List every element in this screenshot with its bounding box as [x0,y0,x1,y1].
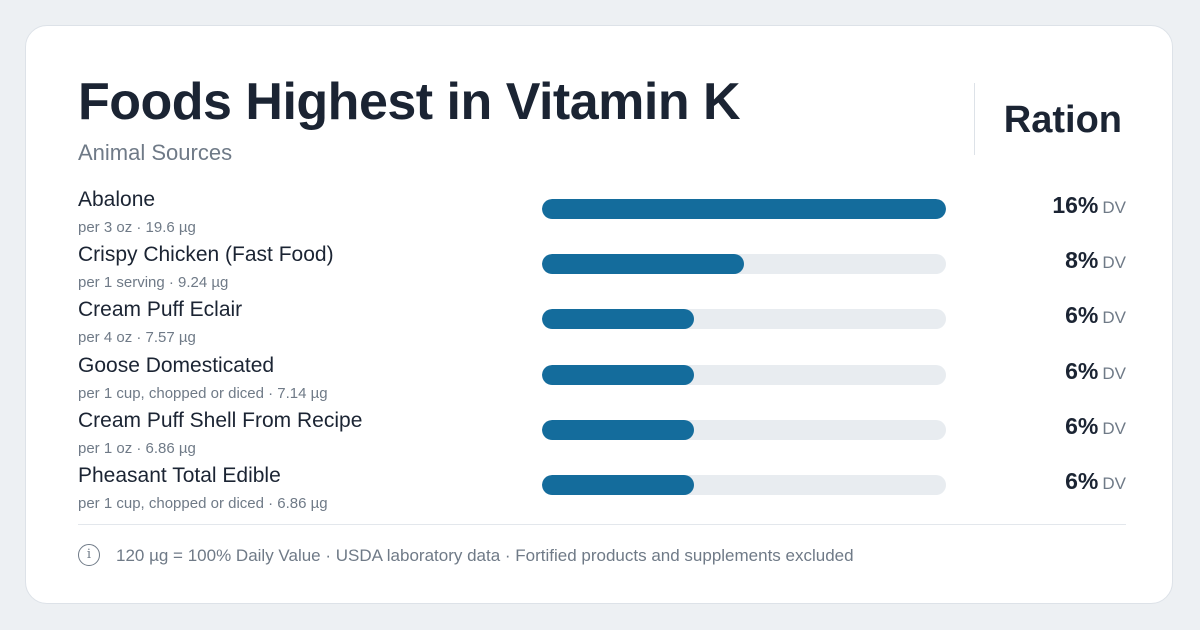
food-name: Abalone [78,188,156,211]
bar-track [542,199,946,219]
chart-subtitle: Animal Sources [78,140,233,165]
chart-title: Foods Highest in Vitamin K [78,73,741,131]
bar [542,475,694,495]
serving-detail: per 1 serving · 9.24 µg [78,274,229,291]
bar [542,365,694,385]
dv-unit: DV [1102,474,1126,493]
bar-track [542,365,946,385]
percent-value: 16% [1052,192,1099,218]
serving-detail: per 4 oz · 7.57 µg [78,329,196,346]
bar-row: Cream Puff Shell From Recipe per 1 oz · 6… [78,409,1126,464]
dv-unit: DV [1102,364,1126,383]
bar-track [542,420,946,440]
bar-row: Pheasant Total Edible per 1 cup, chopped … [78,464,1126,519]
chart-card: Foods Highest in Vitamin K Animal Source… [25,25,1173,604]
info-icon: i [78,544,100,566]
value-label: 6% DV [1065,468,1126,495]
bar-track [542,475,946,495]
food-name: Crispy Chicken (Fast Food) [78,243,334,266]
serving-detail: per 1 oz · 6.86 µg [78,440,196,457]
food-name: Cream Puff Shell From Recipe [78,409,363,432]
footer-divider [78,524,1126,525]
food-name: Goose Domesticated [78,354,275,377]
header-divider [974,83,975,155]
value-label: 6% DV [1065,413,1126,440]
value-label: 6% DV [1065,302,1126,329]
serving-detail: per 1 cup, chopped or diced · 6.86 µg [78,495,328,512]
percent-value: 6% [1065,468,1099,494]
dv-unit: DV [1102,419,1126,438]
value-label: 8% DV [1065,247,1126,274]
bar [542,254,744,274]
percent-value: 8% [1065,247,1099,273]
brand-logo: Ration [1003,99,1122,141]
bar-row: Crispy Chicken (Fast Food) per 1 serving … [78,243,1126,298]
bar-track [542,254,946,274]
serving-detail: per 3 oz · 19.6 µg [78,219,196,236]
percent-value: 6% [1065,302,1099,328]
footer-note: 120 µg = 100% Daily Value · USDA laborat… [116,546,854,565]
serving-detail: per 1 cup, chopped or diced · 7.14 µg [78,385,328,402]
dv-unit: DV [1102,308,1126,327]
dv-unit: DV [1102,198,1126,217]
bar [542,309,694,329]
percent-value: 6% [1065,413,1099,439]
bar-track [542,309,946,329]
percent-value: 6% [1065,358,1099,384]
food-name: Pheasant Total Edible [78,464,281,487]
value-label: 6% DV [1065,358,1126,385]
value-label: 16% DV [1052,192,1126,219]
dv-unit: DV [1102,253,1126,272]
bar [542,420,694,440]
bar-row: Abalone per 3 oz · 19.6 µg 16% DV [78,188,1126,243]
bar-row: Goose Domesticated per 1 cup, chopped or … [78,354,1126,409]
bar-row: Cream Puff Eclair per 4 oz · 7.57 µg 6% DV [78,298,1126,353]
bar [542,199,946,219]
food-name: Cream Puff Eclair [78,298,243,321]
